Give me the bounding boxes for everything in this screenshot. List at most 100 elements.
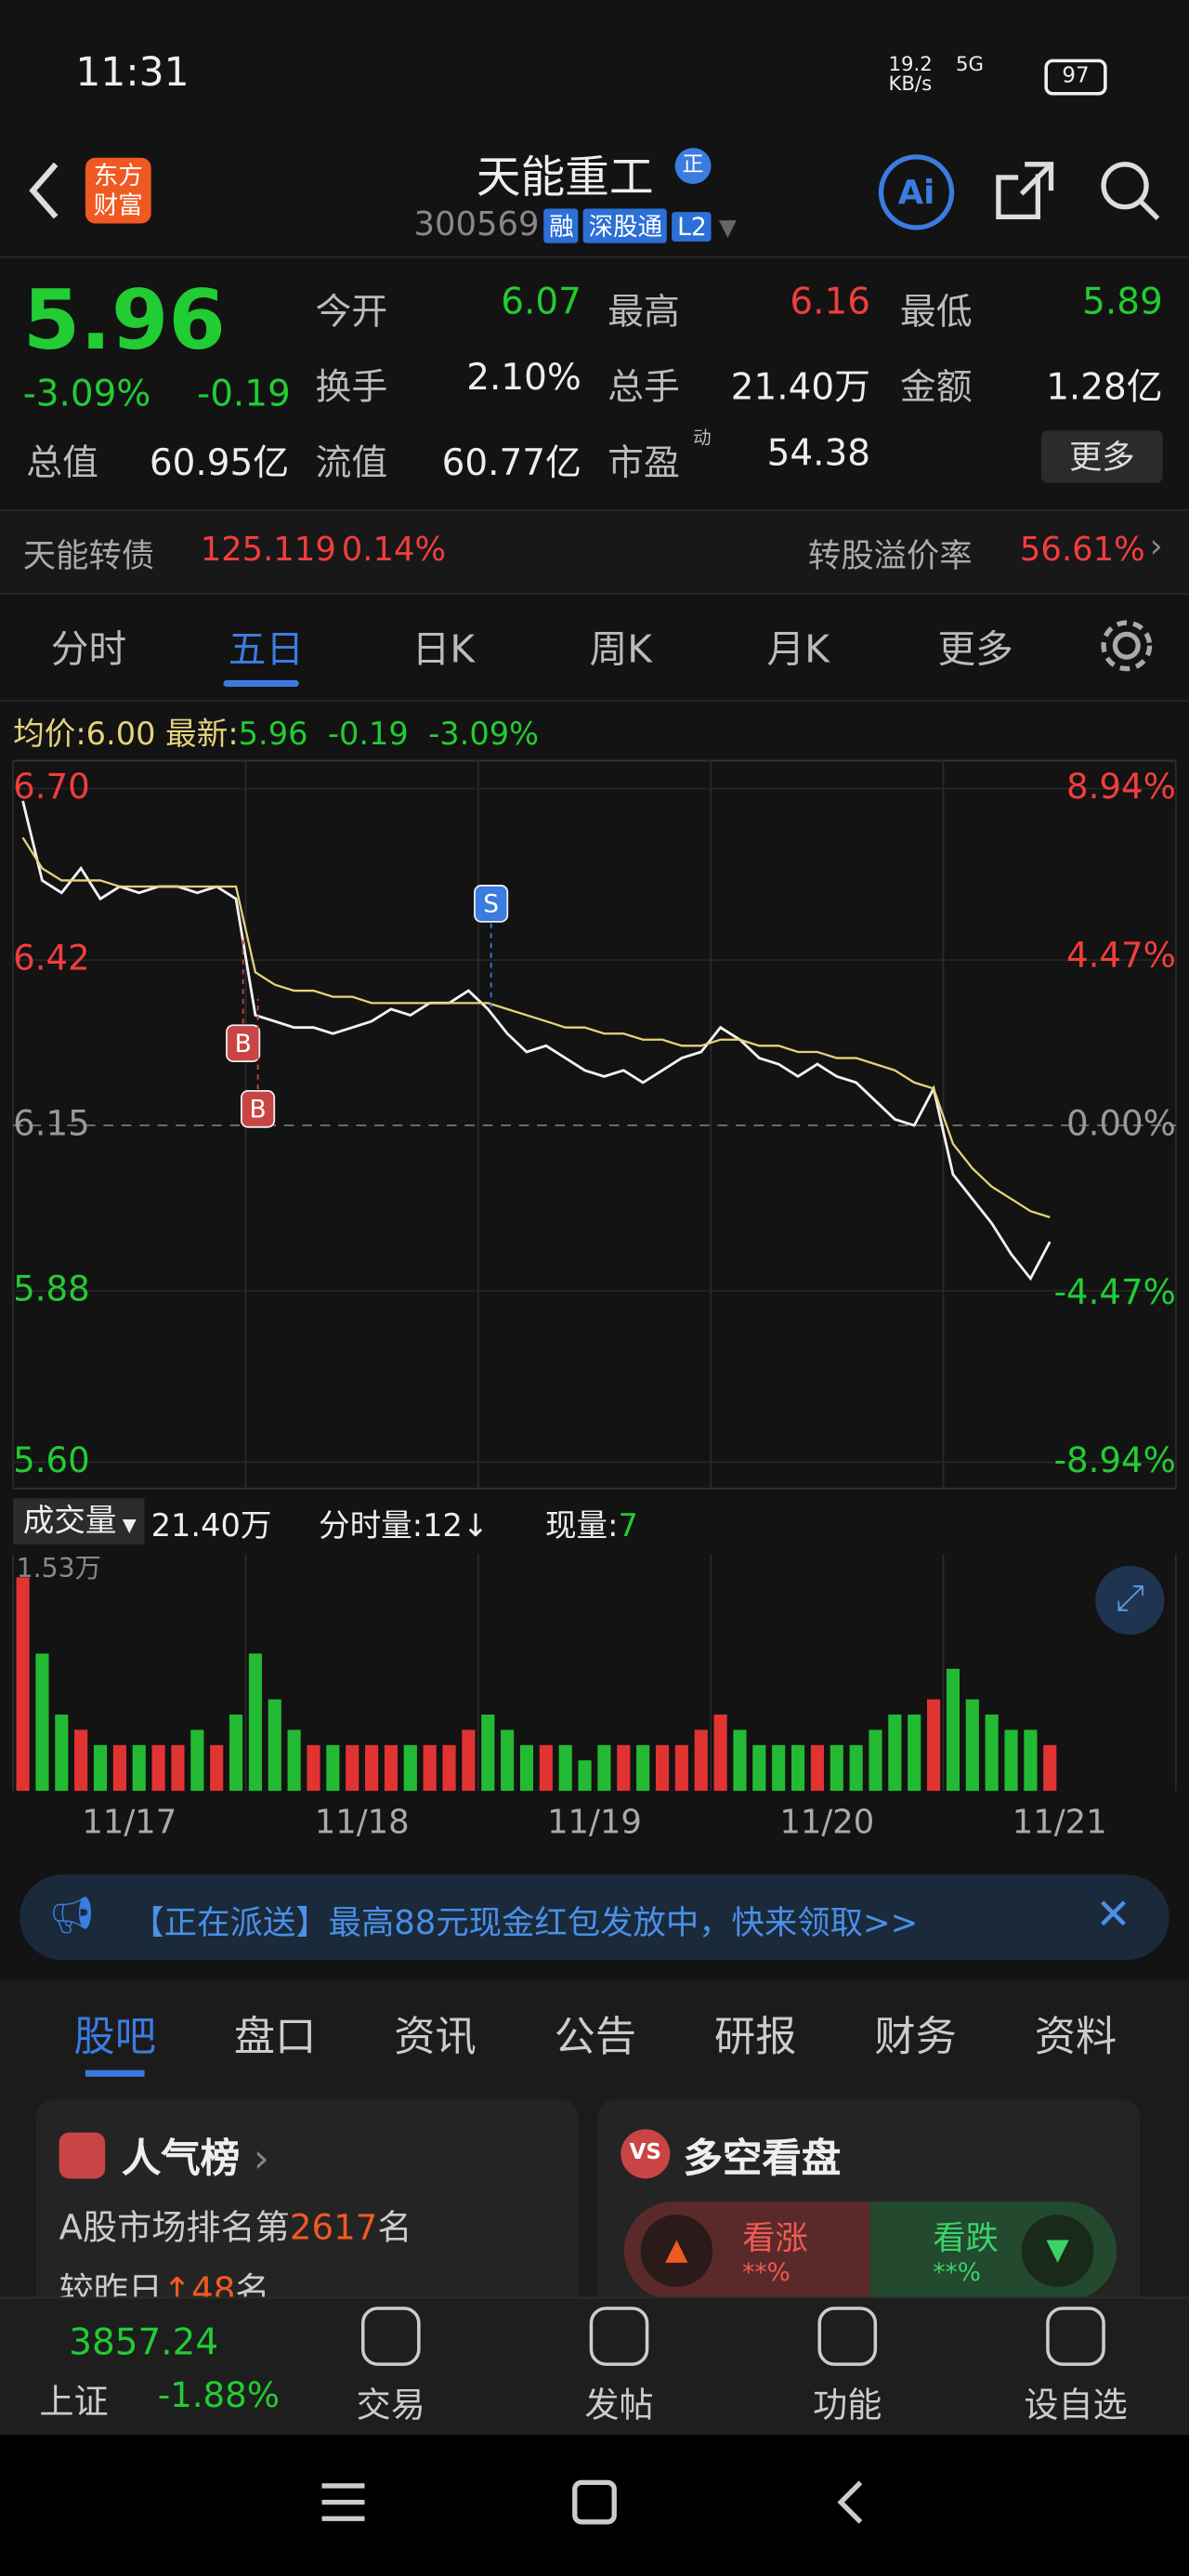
field-label: 流值 xyxy=(315,443,388,485)
sub-tab[interactable]: 财务 xyxy=(874,2012,957,2061)
chart-tab[interactable]: 日K xyxy=(412,629,476,673)
field-label: 市盈 xyxy=(608,443,680,485)
share-icon[interactable] xyxy=(992,158,1058,224)
nav-icon[interactable] xyxy=(817,2307,878,2366)
ai-button[interactable]: Ai xyxy=(878,154,955,230)
bear-icon: ▼ xyxy=(1021,2215,1094,2288)
volume-bar xyxy=(965,1699,979,1792)
system-nav xyxy=(0,2435,1189,2576)
popularity-card[interactable] xyxy=(35,2099,579,2314)
system-buttons xyxy=(321,2479,863,2525)
sub-tab[interactable]: 公告 xyxy=(554,2012,637,2061)
field-label: 总值 xyxy=(26,443,99,485)
now-volume: 现量:7 xyxy=(545,1502,638,1546)
volume-bar xyxy=(655,1744,670,1792)
volume-bar xyxy=(908,1715,921,1792)
volume-bar xyxy=(462,1729,476,1792)
bear: 看跌 xyxy=(933,2217,999,2258)
now-value: 7 xyxy=(618,1507,638,1544)
index-pct: -1.88% xyxy=(157,2375,281,2415)
volume-selector[interactable]: 成交量 ▼ xyxy=(13,1498,145,1544)
banner-text: 【正在派送】最高88元现金红包发放中，快来领取>> xyxy=(131,1902,919,1942)
bull: 看涨 xyxy=(742,2217,808,2258)
field-value: 60.77亿 xyxy=(441,443,581,485)
chart-tab[interactable]: 月K xyxy=(766,629,830,673)
network: 5G xyxy=(955,52,984,76)
expand-button[interactable]: ⤢ xyxy=(1095,1565,1165,1636)
y2-tick-label: 0.00% xyxy=(1066,1104,1176,1144)
logo[interactable]: 东方 财富 xyxy=(85,157,151,224)
speed-unit: KB/s xyxy=(888,72,933,96)
volume-bar xyxy=(636,1744,650,1792)
volume-bar xyxy=(733,1729,747,1792)
nav-label[interactable]: 发帖 xyxy=(584,2385,654,2425)
close-banner[interactable]: ✕ xyxy=(1095,1890,1131,1940)
bull-value: **% xyxy=(742,2257,790,2288)
chart-tab[interactable]: 五日 xyxy=(228,629,305,673)
sub-tab[interactable]: 研报 xyxy=(714,2012,797,2061)
chart-tab[interactable]: 更多 xyxy=(937,629,1013,673)
latest: 5.96 xyxy=(238,716,308,753)
tab-indicator xyxy=(223,679,299,688)
bottom-bar xyxy=(0,2296,1189,2437)
nav-icon[interactable] xyxy=(589,2307,649,2366)
marker-box xyxy=(226,1024,261,1062)
latest-label: 最新: xyxy=(165,716,239,753)
volume-bar xyxy=(772,1744,786,1792)
banner[interactable] xyxy=(20,1874,1169,1961)
per-volume: 分时量:12↓ xyxy=(318,1507,489,1544)
tag: L2 xyxy=(672,212,712,242)
speaker-icon: 📢︎ xyxy=(49,1896,96,1938)
nav-label[interactable]: 功能 xyxy=(813,2385,882,2425)
settings-icon[interactable] xyxy=(1097,616,1156,676)
nav-label[interactable]: 交易 xyxy=(356,2385,425,2425)
volume-bar xyxy=(752,1744,766,1792)
pop-line1: A股市场排名第2617名 xyxy=(59,2201,412,2251)
volume-bar xyxy=(248,1653,262,1792)
x-tick-label: 11/20 xyxy=(779,1803,874,1841)
marker-box xyxy=(474,885,509,923)
info-change: -0.19 xyxy=(327,716,409,753)
pop-suffix2: 名 xyxy=(235,2270,270,2297)
sub-tab[interactable]: 资料 xyxy=(1034,2012,1117,2061)
pct: -3.09% xyxy=(22,375,151,416)
price: 5.96 xyxy=(22,272,226,369)
search-icon[interactable] xyxy=(1097,158,1163,224)
volume-bar xyxy=(307,1744,320,1792)
volume-bar xyxy=(849,1744,863,1792)
bond-price: 125.119 xyxy=(200,529,336,569)
volume-bar xyxy=(190,1729,204,1792)
volume-bar xyxy=(674,1744,688,1792)
back-icon[interactable] xyxy=(20,158,69,224)
nav-label[interactable]: 设自选 xyxy=(1024,2385,1128,2425)
sub-tab[interactable]: 股吧 xyxy=(73,2012,156,2061)
volume-bar xyxy=(1004,1729,1018,1792)
volume-bar xyxy=(365,1744,379,1792)
bond-row[interactable] xyxy=(0,509,1189,596)
y-tick-label: 6.15 xyxy=(13,1104,90,1144)
volume-bar xyxy=(442,1744,456,1792)
tag: 融 xyxy=(543,208,579,243)
more-button[interactable]: 更多 xyxy=(1040,430,1163,483)
sub-tab[interactable]: 盘口 xyxy=(233,2012,317,2061)
volume-bar xyxy=(597,1744,611,1792)
divider xyxy=(0,256,1189,258)
volume-bar xyxy=(869,1729,882,1792)
chart-tab[interactable]: 分时 xyxy=(50,629,127,673)
y-tick-label: 6.42 xyxy=(13,939,90,979)
nav-icon[interactable] xyxy=(1046,2307,1105,2366)
sub-tab[interactable]: 资讯 xyxy=(394,2012,477,2061)
avg: 6.00 xyxy=(85,716,156,753)
volume-bar xyxy=(55,1715,69,1792)
field-label: 最高 xyxy=(608,292,680,334)
logo-line1: 东方 xyxy=(93,161,143,191)
y2-tick-label: -4.47% xyxy=(1054,1272,1176,1312)
volume-bar xyxy=(229,1715,243,1792)
volume-bar xyxy=(946,1668,960,1792)
volume-bar xyxy=(74,1729,88,1792)
chevron: › xyxy=(1149,525,1163,566)
chart-tab[interactable]: 周K xyxy=(589,629,652,673)
nav-icon[interactable] xyxy=(360,2307,421,2366)
bear-value: **% xyxy=(933,2257,981,2288)
volume-bar xyxy=(423,1744,437,1792)
